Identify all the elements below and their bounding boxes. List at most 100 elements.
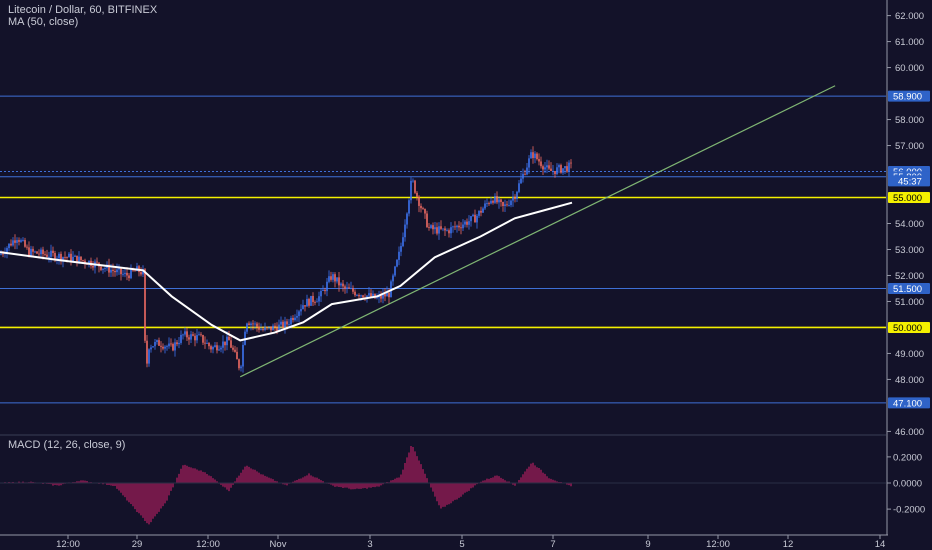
candle-body xyxy=(164,346,166,349)
candle-body xyxy=(436,227,438,234)
candle-body xyxy=(464,221,466,225)
candle-body xyxy=(526,167,528,175)
candle-body xyxy=(332,274,334,280)
candle-body xyxy=(242,344,244,367)
candle-body xyxy=(266,327,268,328)
candle-body xyxy=(546,165,548,168)
candle-body xyxy=(282,321,284,328)
candle-body xyxy=(432,225,434,230)
candle-body xyxy=(140,272,142,275)
price-tick-label: 60.000 xyxy=(895,63,924,74)
candle-body xyxy=(488,203,490,204)
candle-body xyxy=(472,214,474,217)
candle-body xyxy=(204,342,206,344)
candle-body xyxy=(322,289,324,291)
candle-body xyxy=(368,293,370,296)
candle-body xyxy=(60,253,62,261)
candle-body xyxy=(200,334,202,336)
price-tick-label: 61.000 xyxy=(895,37,924,48)
candle-body xyxy=(440,226,442,229)
candle-body xyxy=(96,261,98,263)
candle-body xyxy=(538,159,540,162)
candle-body xyxy=(38,253,40,255)
candle-body xyxy=(162,346,164,349)
price-tick-label: 57.000 xyxy=(895,141,924,152)
candle-body xyxy=(150,347,152,350)
candle-body xyxy=(406,213,408,225)
candle-body xyxy=(420,205,422,209)
candle-body xyxy=(160,345,162,347)
level-price-tag-label: 55.000 xyxy=(893,193,922,204)
candle-body xyxy=(458,225,460,228)
candle-body xyxy=(302,305,304,310)
candle-body xyxy=(338,277,340,286)
candle-body xyxy=(26,246,28,248)
candle-body xyxy=(542,166,544,170)
candle-body xyxy=(230,340,232,348)
candle-body xyxy=(510,200,512,206)
candle-body xyxy=(380,295,382,299)
candle-body xyxy=(276,327,278,332)
candle-body xyxy=(504,204,506,206)
candle-body xyxy=(506,204,508,206)
candle-body xyxy=(144,269,146,341)
candle-body xyxy=(72,256,74,261)
candle-body xyxy=(334,274,336,282)
macd-tick-label: -0.2000 xyxy=(893,505,925,516)
candle-body xyxy=(394,266,396,276)
level-price-tag xyxy=(888,397,930,409)
candle-body xyxy=(238,359,240,369)
candle-body xyxy=(312,295,314,303)
candle-body xyxy=(186,331,188,338)
candle-body xyxy=(192,334,194,336)
candle-body xyxy=(300,309,302,312)
candle-body xyxy=(470,216,472,222)
time-tick-label: 9 xyxy=(645,539,650,550)
candle-body xyxy=(196,335,198,341)
candle-body xyxy=(416,192,418,197)
candle-body xyxy=(500,199,502,202)
level-price-tag xyxy=(888,321,930,333)
candle-body xyxy=(14,240,16,243)
macd-histogram xyxy=(0,446,572,525)
candle-body xyxy=(70,253,72,261)
candle-body xyxy=(424,208,426,214)
candle-body xyxy=(24,240,26,247)
time-tick-label: 7 xyxy=(550,539,555,550)
candle-body xyxy=(340,283,342,286)
candle-body xyxy=(32,248,34,252)
candle-body xyxy=(12,240,14,246)
candle-body xyxy=(422,208,424,209)
candle-body xyxy=(482,208,484,213)
candle-body xyxy=(474,214,476,223)
candle-body xyxy=(274,325,276,328)
candle-body xyxy=(462,224,464,229)
candle-body xyxy=(350,288,352,290)
candle-body xyxy=(372,293,374,297)
candle-body xyxy=(324,289,326,292)
candle-body xyxy=(468,221,470,225)
candle-body xyxy=(198,334,200,336)
candle-body xyxy=(434,227,436,230)
candle-body xyxy=(240,366,242,369)
candle-body xyxy=(122,273,124,275)
candle-body xyxy=(170,343,172,345)
level-price-tag-label: 51.500 xyxy=(893,284,922,295)
candle-body xyxy=(76,255,78,263)
candle-body xyxy=(226,336,228,346)
candle-body xyxy=(84,260,86,264)
candle-body xyxy=(22,240,24,241)
candle-body xyxy=(534,153,536,159)
candle-body xyxy=(494,196,496,203)
candle-body xyxy=(520,178,522,184)
candle-body xyxy=(206,342,208,344)
candle-body xyxy=(268,326,270,328)
candle-body xyxy=(356,294,358,296)
candle-body xyxy=(530,152,532,159)
candle-body xyxy=(280,321,282,325)
candle-body xyxy=(82,260,84,261)
candle-body xyxy=(228,336,230,341)
candle-body xyxy=(212,346,214,350)
candle-body xyxy=(124,272,126,274)
